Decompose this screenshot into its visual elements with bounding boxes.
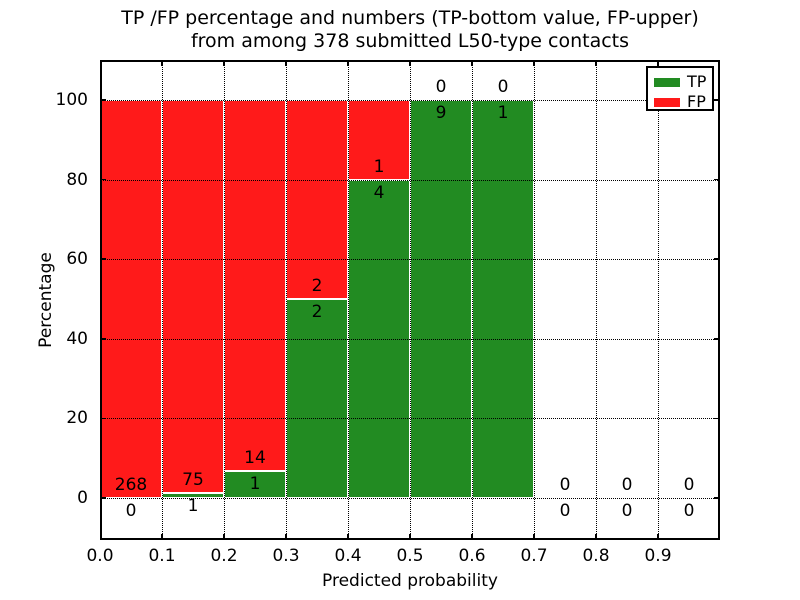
bar-tp-bin3 <box>286 299 348 498</box>
x-tick-bottom-0.4 <box>347 534 349 540</box>
fp-count-bin9: 0 <box>683 475 695 495</box>
tp-count-bin8: 0 <box>621 501 633 521</box>
x-tick-top-0.8 <box>595 60 597 66</box>
legend-item-tp: TP <box>654 72 712 92</box>
fp-count-bin6: 0 <box>497 77 509 97</box>
x-tick-bottom-0.1 <box>161 534 163 540</box>
fp-count-bin2: 14 <box>244 448 266 469</box>
y-tick-label: 40 <box>66 328 88 349</box>
y-tick-right-40 <box>714 338 720 340</box>
x-tick-label: 0.4 <box>334 546 362 566</box>
tp-legend-label: TP <box>687 72 707 91</box>
fp-count-bin7: 0 <box>559 475 571 495</box>
x-tick-label: 0.2 <box>210 546 238 566</box>
chart-title-line1: TP /FP percentage and numbers (TP-bottom… <box>121 7 699 29</box>
tp-count-bin4: 4 <box>373 182 385 203</box>
legend-item-fp: FP <box>654 92 712 112</box>
tp-count-bin5: 9 <box>435 103 447 123</box>
tp-count-bin0: 0 <box>125 501 137 521</box>
tp-count-bin2: 1 <box>249 474 261 495</box>
v-gridline-0.8 <box>596 60 597 540</box>
bar-fp-bin2 <box>224 100 286 472</box>
x-tick-label: 0.0 <box>86 546 114 566</box>
bar-tp-bin5 <box>410 100 472 498</box>
y-tick-label: 60 <box>66 249 88 270</box>
x-axis-label: Predicted probability <box>322 571 498 591</box>
bar-tp-bin6 <box>472 100 534 498</box>
y-tick-left-80 <box>100 178 106 181</box>
fp-count-bin0: 268 <box>114 475 148 495</box>
bar-tp-bin2 <box>224 471 286 498</box>
x-tick-label: 0.1 <box>148 546 176 566</box>
x-tick-bottom-0.6 <box>471 534 473 540</box>
chart-title-line2: from among 378 submitted L50-type contac… <box>190 30 630 52</box>
x-tick-bottom-0.3 <box>285 534 287 540</box>
x-tick-label: 0.8 <box>582 546 610 566</box>
plot-area: TP FP 268 0 75 1 14 1 2 2 1 4 0 9 0 1 0 0 0 0 0 0 <box>100 60 720 540</box>
x-tick-top-0.5 <box>409 60 411 66</box>
v-gridline-0.5 <box>410 60 411 540</box>
x-tick-top-0.4 <box>347 60 349 66</box>
legend: TP FP <box>646 66 714 111</box>
y-tick-label: 20 <box>66 408 88 429</box>
x-tick-top-0.9 <box>657 60 659 66</box>
y-tick-right-100 <box>714 99 720 101</box>
y-tick-right-0 <box>714 497 720 499</box>
tp-legend-swatch <box>654 77 680 87</box>
x-tick-top-0.6 <box>471 60 473 66</box>
x-tick-label: 0.3 <box>272 546 300 566</box>
x-tick-label: 0.6 <box>458 546 486 566</box>
v-gridline-0.3 <box>286 60 287 540</box>
fp-legend-swatch <box>654 97 680 107</box>
tp-count-bin3: 2 <box>311 302 323 322</box>
fp-count-bin5: 0 <box>435 77 447 97</box>
x-tick-bottom-0.2 <box>223 534 225 540</box>
fp-count-bin4: 1 <box>373 156 385 177</box>
v-gridline-0.6 <box>472 60 473 540</box>
v-gridline-0.2 <box>224 60 225 540</box>
x-tick-bottom-0.8 <box>595 534 597 540</box>
bar-fp-bin1 <box>162 100 224 493</box>
y-tick-right-80 <box>714 178 720 181</box>
v-gridline-0.9 <box>658 60 659 540</box>
y-tick-left-40 <box>100 338 106 340</box>
fp-count-bin3: 2 <box>311 276 323 296</box>
bar-fp-bin0 <box>100 100 162 498</box>
y-tick-label: 80 <box>66 169 88 190</box>
fp-legend-label: FP <box>687 92 706 111</box>
y-tick-left-60 <box>100 258 106 260</box>
x-tick-label: 0.7 <box>520 546 548 566</box>
tp-count-bin6: 1 <box>497 103 509 123</box>
fp-count-bin1: 75 <box>182 469 204 490</box>
y-tick-left-0 <box>100 497 106 499</box>
v-gridline-0.4 <box>348 60 349 540</box>
x-tick-top-0.2 <box>223 60 225 66</box>
x-tick-top-0.7 <box>533 60 535 66</box>
tp-count-bin9: 0 <box>683 501 695 521</box>
y-tick-right-60 <box>714 258 720 260</box>
bar-fp-bin3 <box>286 100 348 299</box>
x-tick-bottom-0.9 <box>657 534 659 540</box>
x-tick-label: 0.5 <box>396 546 424 566</box>
v-gridline-0.1 <box>162 60 163 540</box>
x-tick-top-0.1 <box>161 60 163 66</box>
x-tick-label: 0.9 <box>644 546 672 566</box>
y-tick-right-20 <box>714 417 720 420</box>
x-tick-bottom-0.5 <box>409 534 411 540</box>
tp-count-bin1: 1 <box>187 495 199 516</box>
y-tick-left-20 <box>100 417 106 420</box>
y-tick-label: 100 <box>55 90 88 110</box>
v-gridline-0.7 <box>534 60 535 540</box>
tp-count-bin7: 0 <box>559 501 571 521</box>
fp-count-bin8: 0 <box>621 475 633 495</box>
y-tick-left-100 <box>100 99 106 101</box>
x-tick-bottom-0.7 <box>533 534 535 540</box>
y-tick-label: 0 <box>77 488 88 508</box>
x-tick-top-0.3 <box>285 60 287 66</box>
